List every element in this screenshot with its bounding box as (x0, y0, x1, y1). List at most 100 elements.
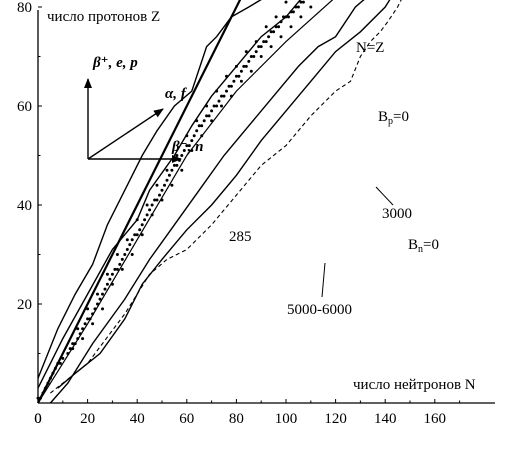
stable-nucleus-point (123, 253, 127, 256)
stable-nucleus-point (185, 134, 189, 138)
stable-nucleus-point (237, 74, 241, 78)
stable-nucleus-point (239, 79, 243, 83)
stable-nucleus-point (135, 233, 139, 237)
stable-nucleus-point (229, 84, 233, 88)
stable-nucleus-point (125, 248, 129, 251)
x-tick-label: 160 (424, 411, 447, 427)
stable-nucleus-point (130, 253, 134, 256)
stable-nucleus-point (165, 168, 169, 172)
stable-nucleus-point (222, 94, 226, 98)
stable-nucleus-point (172, 163, 176, 167)
stable-nucleus-point (43, 386, 47, 390)
stable-nucleus-point (200, 134, 204, 138)
stable-nucleus-point (81, 337, 85, 341)
stable-nucleus-point (210, 119, 214, 123)
nz-line-label: N=Z (356, 40, 384, 56)
stable-nucleus-point (249, 55, 253, 58)
stable-nucleus-point (299, 15, 303, 19)
stable-nucleus-point (190, 149, 194, 152)
stable-nucleus-point (158, 193, 161, 197)
stable-nucleus-point (234, 64, 238, 68)
stable-nucleus-point (91, 312, 95, 316)
stable-nucleus-point (244, 64, 248, 68)
stable-nucleus-point (234, 74, 238, 78)
arrow-up-label: β⁺, e, p (92, 55, 138, 71)
stable-nucleus-point (71, 347, 75, 351)
stable-nucleus-point (145, 203, 149, 207)
stable-nucleus-point (279, 20, 283, 24)
stable-nucleus-point (205, 104, 209, 108)
stable-nucleus-point (145, 213, 149, 217)
stable-nucleus-point (301, 0, 305, 4)
stable-nucleus-point (115, 267, 119, 271)
leader-3000 (375, 186, 394, 206)
stable-nucleus-point (267, 35, 271, 39)
label-5000-6000: 5000-6000 (287, 302, 352, 318)
stable-nucleus-point (207, 114, 211, 118)
stable-nucleus-point (247, 59, 251, 63)
stable-nucleus-point (197, 124, 201, 128)
arrow-diagonal (87, 108, 164, 160)
stable-nucleus-point (274, 25, 278, 29)
stable-nucleus-point (78, 332, 82, 336)
stable-nucleus-point (264, 40, 268, 44)
y-tick-label: 20 (17, 297, 32, 313)
stable-nucleus-point (66, 352, 70, 355)
stable-nucleus-point (76, 327, 80, 331)
label-285: 285 (229, 229, 252, 245)
stable-nucleus-point (140, 223, 144, 227)
stable-nucleus-point (160, 188, 164, 192)
stable-nucleus-point (309, 5, 313, 9)
stable-nucleus-point (140, 233, 144, 237)
stable-nucleus-point (195, 119, 199, 123)
stable-nucleus-point (212, 104, 216, 108)
stable-nucleus-point (284, 0, 288, 4)
stable-nucleus-point (41, 391, 45, 395)
axis-ticks (37, 6, 461, 403)
bn-label: Bn=0 (408, 237, 439, 255)
stable-nucleus-point (96, 302, 99, 306)
stable-nucleus-point (36, 396, 40, 400)
stable-nucleus-point (68, 347, 72, 351)
y-axis-title: число протонов Z (47, 9, 160, 25)
x-tick-label: 20 (80, 411, 95, 427)
stable-nucleus-point (205, 114, 209, 118)
stable-nucleus-point (220, 104, 223, 108)
stable-nucleus-point (150, 213, 154, 217)
x-tick-label: 0 (34, 411, 42, 427)
nz-line (37, 0, 242, 404)
stable-nucleus-point (239, 69, 243, 73)
bp-label: Bp=0 (378, 109, 409, 127)
stable-nucleus-point (73, 342, 77, 346)
stable-nucleus-point (242, 64, 246, 68)
stable-nucleus-point (187, 144, 191, 148)
stable-nucleus-point (299, 0, 303, 4)
stable-nucleus-point (257, 45, 261, 49)
stable-nucleus-point (180, 168, 184, 172)
stable-nucleus-point (202, 119, 206, 123)
y-tick-label: 40 (17, 198, 32, 214)
stable-nucleus-point (115, 253, 119, 256)
stable-nucleus-point (113, 267, 117, 271)
stable-nucleus-point (284, 15, 288, 19)
dashed-bn-line (50, 0, 402, 394)
stable-nucleus-point (88, 317, 92, 321)
stable-nucleus-point (128, 243, 132, 247)
stable-nucleus-point (118, 262, 122, 266)
stable-nucleus-point (120, 257, 124, 261)
stable-nucleus-point (81, 327, 85, 331)
stable-nucleus-point (217, 99, 221, 103)
stable-nuclei-points (36, 0, 313, 400)
stable-nucleus-point (192, 134, 196, 138)
stable-nucleus-point (272, 30, 276, 34)
stable-nucleus-point (155, 198, 159, 202)
stable-nucleus-point (254, 40, 258, 44)
stable-nucleus-point (39, 396, 42, 400)
boundary-5000-6000-upper (37, 0, 262, 379)
y-tick-label: 60 (17, 99, 32, 115)
stable-nucleus-point (83, 322, 87, 326)
stable-nucleus-point (277, 25, 281, 29)
stable-nucleus-point (190, 139, 194, 143)
stable-nucleus-point (269, 30, 273, 34)
stable-nucleus-point (269, 45, 273, 49)
